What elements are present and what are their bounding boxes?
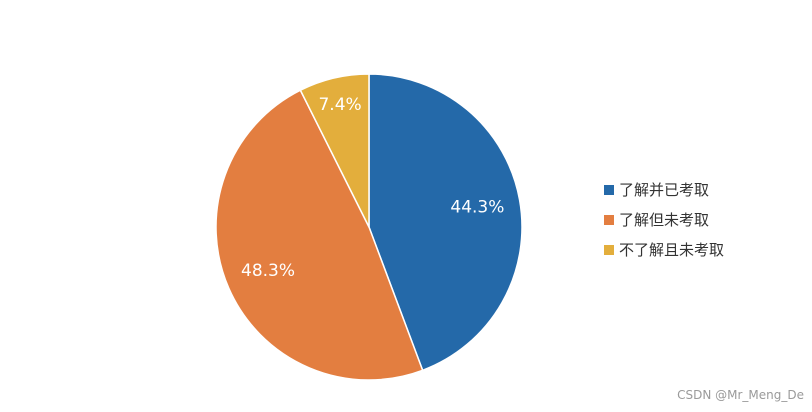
legend-swatch-3 bbox=[604, 245, 614, 255]
pie-slice-2 bbox=[215, 89, 424, 381]
watermark: CSDN @Mr_Meng_De bbox=[677, 388, 804, 402]
pie-slice-3 bbox=[299, 73, 370, 228]
pie-slice-label-1: 44.3% bbox=[450, 197, 504, 217]
legend-label-1: 了解并已考取 bbox=[619, 181, 709, 199]
legend-swatch-2 bbox=[604, 215, 614, 225]
pie-slice-labels: 44.3% 48.3% 7.4% bbox=[241, 95, 504, 281]
pie-slice-label-3: 7.4% bbox=[318, 95, 361, 115]
legend-label-3: 不了解且未考取 bbox=[619, 241, 724, 259]
pie-slices bbox=[215, 73, 523, 381]
pie-slice-1 bbox=[368, 73, 523, 372]
legend-label-2: 了解但未考取 bbox=[619, 211, 709, 229]
pie-slice-label-2: 48.3% bbox=[241, 261, 295, 281]
legend-swatch-1 bbox=[604, 185, 614, 195]
